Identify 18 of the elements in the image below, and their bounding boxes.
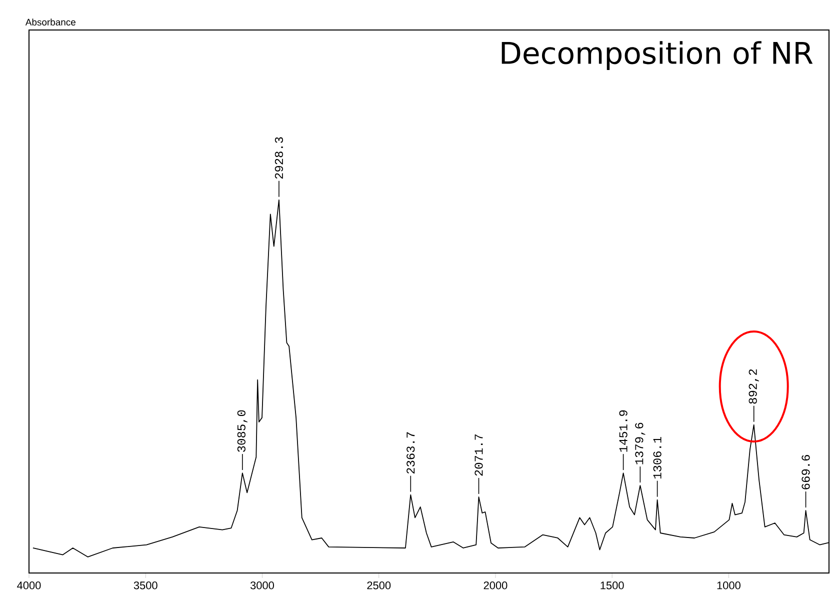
x-tick-label: 2000 [484, 582, 508, 590]
x-tick-label: 3000 [250, 582, 274, 590]
annotation: 3085,0 [237, 410, 248, 452]
annotation: 1306.1 [653, 436, 662, 479]
chart-title: Decomposition of NR [502, 41, 813, 70]
annotation: 1379,6 [635, 422, 646, 464]
x-tick-label: 2500 [367, 582, 391, 590]
x-tick-label: 3500 [134, 582, 158, 590]
annotation: 2363.7 [406, 432, 415, 474]
annotation: 2928.3 [274, 137, 284, 179]
x-tick-label: 4000 [17, 582, 41, 590]
annotation: 1451.9 [619, 410, 628, 452]
annotation: 2071.7 [474, 434, 483, 476]
x-tick-label: 1000 [717, 582, 740, 590]
annotation: 669.6 [802, 455, 810, 490]
text: Absorbance [25, 18, 76, 26]
annotation: 892,2 [748, 369, 759, 404]
x-tick-label: 1500 [600, 582, 624, 590]
